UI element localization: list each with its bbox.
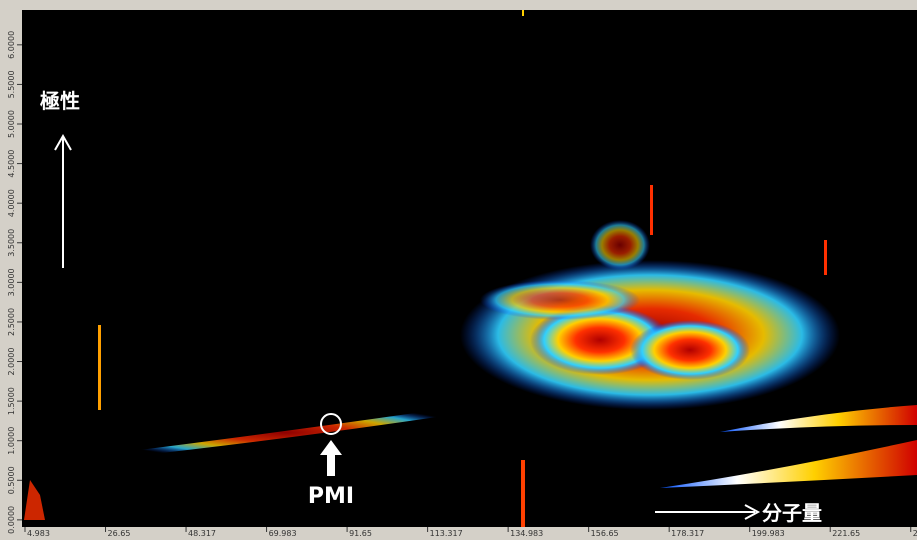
marker-circle — [320, 413, 342, 435]
x-tick-label: 221.65 — [832, 529, 860, 538]
x-tick-label: 48.317 — [188, 529, 216, 538]
x-tick-label: 26.65 — [108, 529, 131, 538]
y-tick-label: 4.0000 — [7, 189, 16, 217]
y-tick-label: 4.5000 — [7, 150, 16, 178]
x-tick-label: 243.3 — [913, 529, 917, 538]
y-tick-label: 0.0000 — [7, 506, 16, 534]
y-tick-label: 5.5000 — [7, 70, 16, 98]
y-tick-label: 5.0000 — [7, 110, 16, 138]
annotation: 分子量 — [762, 501, 822, 525]
x-tick-label: 4.983 — [27, 529, 50, 538]
x-tick-label: 156.65 — [591, 529, 619, 538]
arrow-head — [744, 504, 761, 520]
y-tick-label: 0.5000 — [7, 466, 16, 494]
signal-image — [24, 10, 917, 527]
x-tick-label: 178.317 — [671, 529, 704, 538]
plot-area — [22, 10, 917, 527]
arrow-head — [54, 133, 72, 151]
x-tick-label: 113.317 — [430, 529, 463, 538]
y-tick-label: 6.0000 — [7, 31, 16, 59]
x-tick-label: 134.983 — [510, 529, 543, 538]
y-tick-label: 2.5000 — [7, 308, 16, 336]
x-tick-label: 199.983 — [752, 529, 785, 538]
y-tick-label: 2.0000 — [7, 348, 16, 376]
annotation: PMI — [308, 484, 354, 509]
x-tick-label: 69.983 — [269, 529, 297, 538]
y-tick-label: 3.5000 — [7, 229, 16, 257]
y-tick-label: 1.5000 — [7, 387, 16, 415]
x-tick-label: 91.65 — [349, 529, 372, 538]
y-tick-label: 1.0000 — [7, 427, 16, 455]
annotation: 極性 — [39, 89, 80, 113]
arrow — [320, 440, 342, 476]
y-tick-label: 3.0000 — [7, 268, 16, 296]
